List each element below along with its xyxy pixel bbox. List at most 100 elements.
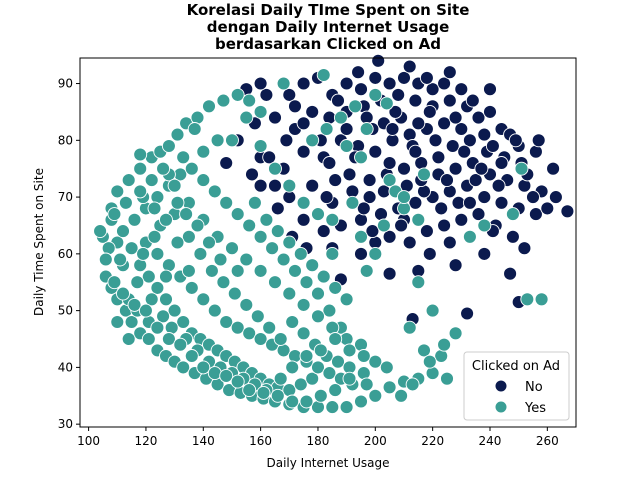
data-point-yes: [417, 343, 431, 358]
data-point-yes: [136, 246, 151, 261]
data-point-no: [402, 127, 417, 142]
data-point-yes: [242, 93, 257, 108]
data-point-no: [422, 246, 437, 261]
data-point-no: [526, 190, 540, 205]
data-point-yes: [322, 303, 337, 318]
data-point-yes: [316, 269, 331, 284]
data-point-no: [477, 190, 492, 205]
data-point-yes: [411, 275, 426, 290]
legend-label-yes: Yes: [524, 401, 546, 416]
data-point-yes: [150, 246, 165, 261]
x-axis-label: Daily Internet Usage: [266, 456, 389, 470]
data-point-yes: [207, 184, 222, 199]
data-point-yes: [354, 229, 368, 244]
y-tick-label: 90: [58, 77, 73, 91]
data-point-yes: [124, 315, 139, 329]
data-point-no: [296, 116, 311, 131]
x-axis-ticks: 100 120 140 160 180 200 220 240 260: [77, 427, 559, 448]
data-point-yes: [256, 385, 271, 400]
data-point-yes: [133, 184, 148, 199]
data-point-yes: [328, 383, 343, 398]
points-layer: [93, 53, 575, 415]
y-tick-label: 70: [58, 190, 73, 204]
data-point-yes: [150, 320, 165, 335]
data-point-yes: [184, 280, 199, 295]
data-point-no: [483, 82, 497, 97]
data-point-no: [397, 161, 411, 176]
data-point-yes: [167, 303, 182, 318]
data-point-no: [253, 76, 268, 91]
data-point-yes: [262, 320, 277, 335]
data-point-yes: [331, 354, 345, 369]
data-point-yes: [273, 371, 288, 386]
series-yes: [93, 68, 549, 415]
data-point-no: [397, 70, 411, 85]
data-point-yes: [156, 309, 171, 324]
data-point-yes: [141, 332, 156, 346]
data-point-no: [474, 161, 489, 176]
data-point-yes: [253, 139, 268, 153]
data-point-no: [382, 229, 397, 244]
data-point-no: [437, 218, 452, 233]
data-point-no: [371, 53, 386, 68]
data-point-yes: [187, 122, 202, 136]
data-point-yes: [230, 207, 245, 222]
data-point-yes: [213, 252, 228, 267]
data-point-yes: [276, 252, 291, 267]
data-point-no: [368, 144, 383, 159]
data-point-yes: [176, 360, 191, 375]
data-point-yes: [141, 269, 156, 284]
data-point-yes: [150, 280, 165, 295]
data-point-yes: [127, 212, 142, 227]
data-point-yes: [230, 87, 245, 102]
data-point-yes: [348, 99, 363, 114]
data-point-no: [385, 122, 400, 136]
data-point-yes: [296, 195, 311, 210]
data-point-no: [485, 139, 500, 153]
data-point-yes: [282, 286, 297, 301]
data-point-no: [448, 258, 463, 273]
data-point-yes: [311, 286, 325, 301]
data-point-no: [322, 110, 337, 125]
data-point-yes: [204, 263, 219, 278]
data-point-no: [382, 266, 397, 281]
data-point-no: [508, 133, 523, 148]
data-point-no: [425, 82, 440, 97]
data-point-yes: [167, 178, 182, 193]
data-point-no: [282, 87, 297, 102]
data-point-yes: [339, 139, 354, 153]
data-point-yes: [311, 360, 325, 375]
data-point-yes: [394, 388, 409, 403]
data-point-yes: [265, 241, 280, 256]
data-point-yes: [216, 93, 231, 108]
data-point-no: [422, 104, 437, 119]
data-point-yes: [259, 212, 274, 227]
data-point-no: [462, 195, 477, 210]
data-point-yes: [179, 207, 194, 222]
data-point-yes: [311, 400, 325, 415]
data-point-yes: [107, 275, 122, 290]
data-point-yes: [534, 292, 549, 307]
data-point-yes: [219, 195, 234, 210]
data-point-yes: [313, 343, 328, 358]
data-point-yes: [333, 110, 348, 125]
data-point-no: [279, 133, 294, 148]
data-point-no: [560, 204, 575, 219]
data-point-yes: [417, 167, 431, 182]
data-point-yes: [270, 388, 285, 403]
data-point-no: [351, 65, 366, 80]
data-point-no: [245, 167, 259, 182]
data-point-yes: [437, 337, 452, 352]
data-point-yes: [276, 76, 291, 91]
data-point-no: [494, 156, 509, 170]
data-point-yes: [299, 394, 314, 409]
data-point-no: [491, 178, 506, 193]
x-tick-label: 140: [192, 434, 215, 448]
data-point-yes: [239, 297, 254, 312]
data-point-yes: [285, 394, 300, 409]
data-point-yes: [305, 133, 320, 148]
data-point-yes: [196, 360, 211, 375]
data-point-yes: [448, 326, 463, 341]
data-point-yes: [219, 368, 234, 383]
data-point-no: [219, 156, 234, 170]
